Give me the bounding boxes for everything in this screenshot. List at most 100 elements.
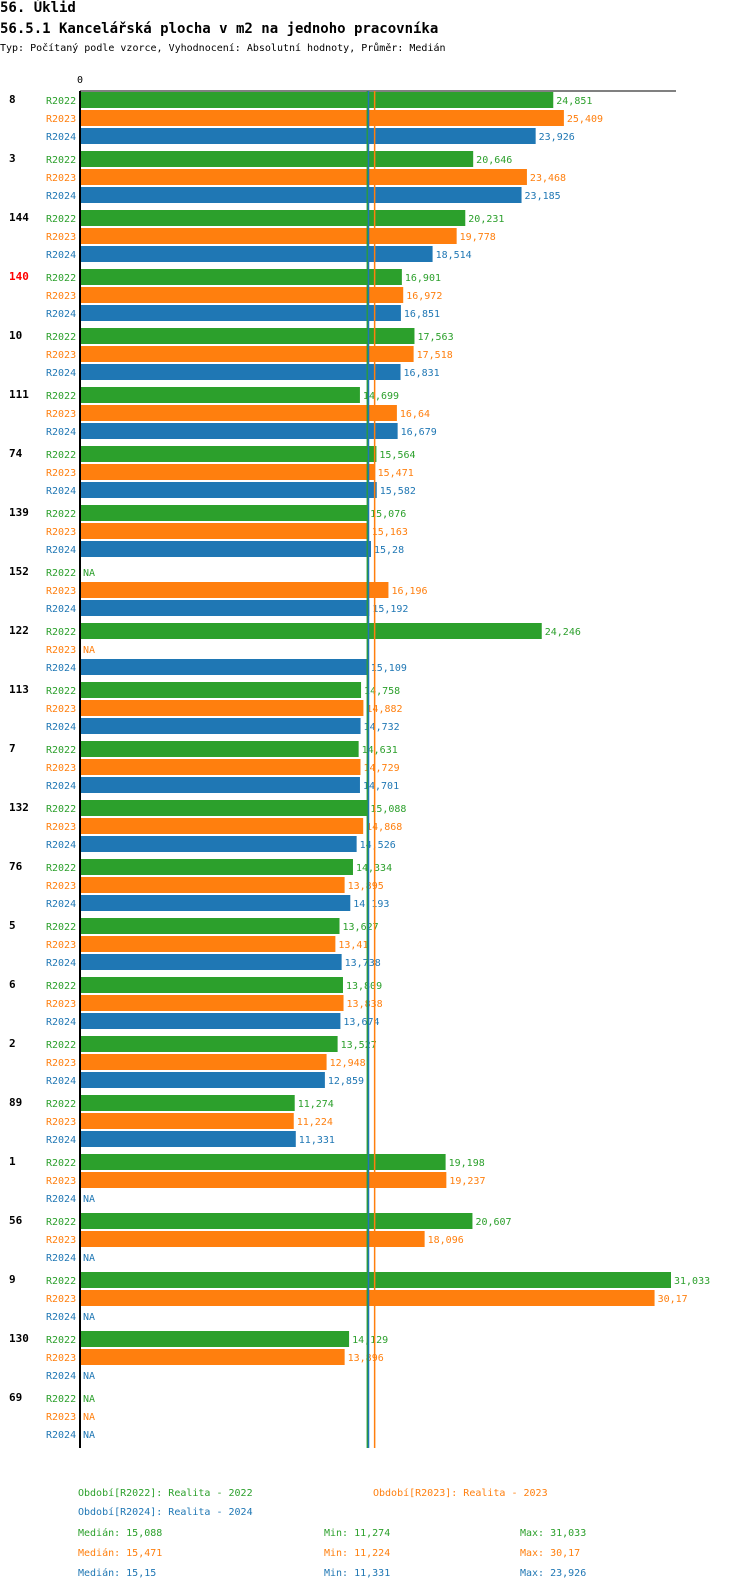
data-label: 14,868 [366, 822, 402, 833]
data-label: 14,758 [364, 686, 400, 697]
group-label: 6 [9, 978, 16, 991]
series-label: R2022 [46, 96, 76, 107]
bar [80, 169, 527, 185]
bar [80, 800, 368, 816]
bar [80, 895, 351, 911]
group-label: 144 [9, 211, 29, 224]
stat-median-r2024: Medián: 15,15 [78, 1568, 157, 1579]
data-label: 16,831 [404, 368, 440, 379]
data-label: 20,607 [475, 1217, 511, 1228]
series-label: R2024 [46, 1253, 76, 1264]
na-label: NA [83, 1371, 95, 1382]
stat-max-r2023: Max: 30,17 [520, 1548, 581, 1559]
group-label: 76 [9, 860, 23, 873]
series-label: R2024 [46, 1076, 76, 1087]
series-label: R2023 [46, 173, 76, 184]
series-label: R2022 [46, 922, 76, 933]
group-label: 69 [9, 1391, 22, 1404]
series-label: R2024 [46, 1371, 76, 1382]
series-label: R2022 [46, 450, 76, 461]
series-label: R2022 [46, 1335, 76, 1346]
data-label: 15,088 [370, 804, 406, 815]
data-label: 31,033 [674, 1276, 710, 1287]
data-label: 11,224 [297, 1117, 333, 1128]
group-label: 89 [9, 1096, 22, 1109]
data-label: 15,471 [378, 468, 414, 479]
bar [80, 287, 404, 303]
data-label: 14,732 [364, 722, 400, 733]
na-label: NA [83, 1430, 95, 1441]
data-label: 14,526 [360, 840, 396, 851]
bar [80, 1154, 446, 1170]
bar [80, 128, 536, 144]
series-label: R2024 [46, 899, 76, 910]
data-label: 17,518 [417, 350, 453, 361]
data-label: 16,851 [404, 309, 440, 320]
group-label: 9 [9, 1273, 16, 1286]
series-label: R2023 [46, 1117, 76, 1128]
series-label: R2024 [46, 722, 76, 733]
data-label: 14,701 [363, 781, 399, 792]
data-label: 23,468 [530, 173, 566, 184]
series-label: R2022 [46, 863, 76, 874]
bar [80, 151, 474, 167]
data-label: 13,896 [348, 1353, 384, 1364]
series-label: R2023 [46, 1353, 76, 1364]
data-label: 11,274 [298, 1099, 334, 1110]
series-label: R2022 [46, 568, 76, 579]
series-label: R2023 [46, 350, 76, 361]
group-label: 1 [9, 1155, 16, 1168]
na-label: NA [83, 568, 95, 579]
series-label: R2024 [46, 1430, 76, 1441]
data-label: 14,129 [352, 1335, 388, 1346]
series-label: R2023 [46, 1176, 76, 1187]
series-label: R2023 [46, 586, 76, 597]
stat-min-r2022: Min: 11,274 [324, 1528, 391, 1539]
bar [80, 1349, 345, 1365]
data-label: 15,582 [380, 486, 416, 497]
series-label: R2023 [46, 763, 76, 774]
series-label: R2023 [46, 1235, 76, 1246]
bar [80, 741, 359, 757]
bar [80, 582, 389, 598]
bar [80, 364, 401, 380]
na-label: NA [83, 645, 95, 656]
series-label: R2022 [46, 155, 76, 166]
series-label: R2024 [46, 958, 76, 969]
series-label: R2022 [46, 686, 76, 697]
chart-subtitle: 56.5.1 Kancelářská plocha v m2 na jednoh… [0, 21, 439, 37]
data-label: 15,564 [379, 450, 415, 461]
bar [80, 623, 542, 639]
series-label: R2022 [46, 804, 76, 815]
bar [80, 1131, 296, 1147]
bar [80, 977, 343, 993]
group-label: 132 [9, 801, 29, 814]
bar [80, 918, 340, 934]
data-label: 24,851 [556, 96, 592, 107]
bar [80, 1231, 425, 1247]
data-label: 18,514 [436, 250, 472, 261]
data-label: 15,28 [374, 545, 404, 556]
bar [80, 1054, 327, 1070]
group-label: 7 [9, 742, 16, 755]
group-label: 111 [9, 388, 29, 401]
series-label: R2023 [46, 1058, 76, 1069]
series-label: R2024 [46, 781, 76, 792]
bar [80, 110, 564, 126]
data-label: 13,738 [345, 958, 381, 969]
series-label: R2024 [46, 1017, 76, 1028]
data-label: 20,646 [476, 155, 512, 166]
bar [80, 246, 433, 262]
bar [80, 541, 371, 557]
bar [80, 269, 402, 285]
series-label: R2024 [46, 1135, 76, 1146]
bar [80, 759, 361, 775]
group-label: 113 [9, 683, 29, 696]
bar-chart: 0 8 R2022 24,851 R2023 25,409 R2024 23,926 3 R202… [9, 75, 710, 1448]
series-label: R2022 [46, 509, 76, 520]
stat-median-r2023: Medián: 15,471 [78, 1548, 163, 1559]
series-label: R2023 [46, 527, 76, 538]
series-label: R2022 [46, 745, 76, 756]
data-label: 19,237 [449, 1176, 485, 1187]
bar [80, 1213, 473, 1229]
